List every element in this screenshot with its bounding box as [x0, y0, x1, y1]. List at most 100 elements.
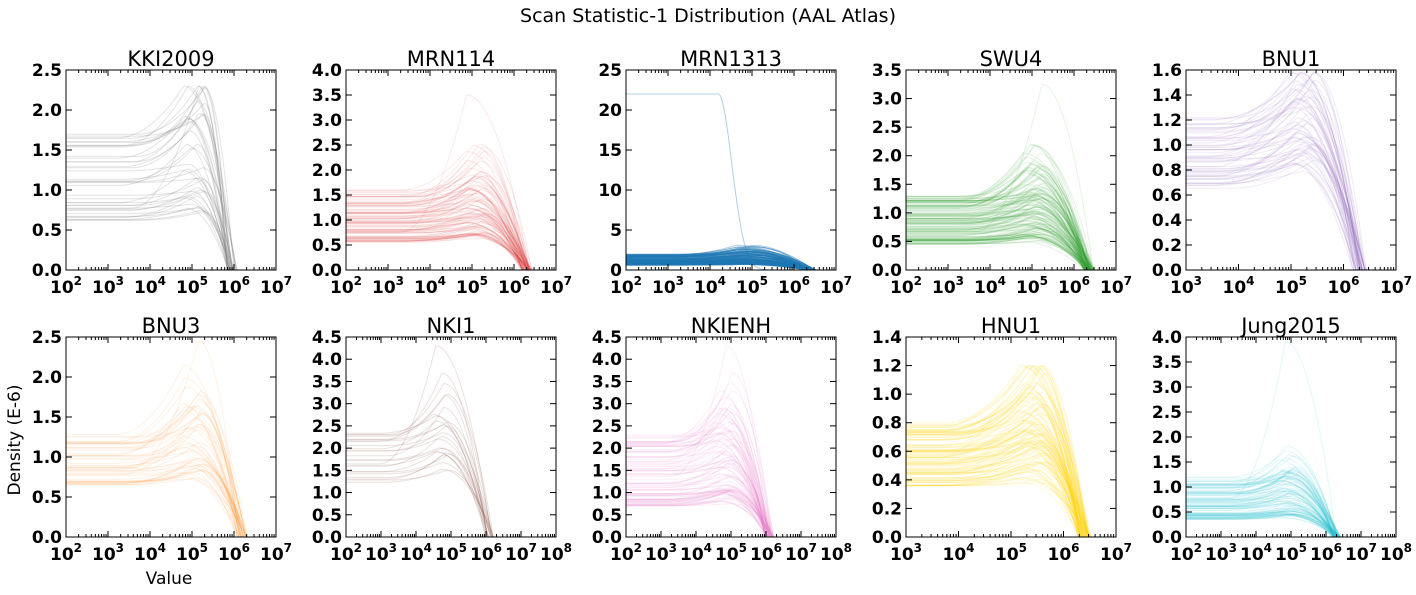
series-line-hnu1 [906, 396, 1116, 537]
series-line-swu4 [906, 169, 1116, 270]
series-line-swu4 [906, 233, 1116, 270]
panel-title-nki1: NKI1 [426, 314, 475, 338]
series-line-mrn1313 [626, 264, 836, 270]
series-line-swu4 [906, 184, 1116, 270]
series-line-nki1 [346, 413, 556, 537]
series-line-hnu1 [906, 366, 1116, 537]
series-line-jung2015 [1186, 513, 1396, 537]
series-line-bnu1 [1186, 157, 1396, 270]
series-line-mrn1313 [626, 258, 836, 270]
series-line-swu4 [906, 143, 1116, 270]
series-line-kki2009 [66, 203, 276, 270]
series-line-hnu1 [906, 443, 1116, 537]
series-line-nkienh [626, 491, 836, 537]
series-line-swu4 [906, 198, 1116, 270]
series-line-hnu1 [906, 391, 1116, 537]
series-line-mrn1313 [626, 244, 836, 270]
series-line-mrn1313 [626, 255, 836, 270]
series-line-mrn1313 [626, 258, 836, 270]
y-tick-label: 0 [610, 261, 622, 281]
x-tick-label: 106 [750, 541, 782, 565]
series-line-swu4 [906, 195, 1116, 270]
series-line-jung2015 [1186, 509, 1396, 537]
x-tick-label: 105 [1016, 274, 1048, 298]
series-line-swu4 [906, 236, 1116, 270]
series-line-swu4 [906, 194, 1116, 270]
series-line-jung2015 [1186, 465, 1396, 537]
series-line-bnu3 [66, 404, 276, 537]
series-line-bnu3 [66, 403, 276, 537]
series-line-bnu3 [66, 441, 276, 537]
series-line-swu4 [906, 201, 1116, 270]
series-line-nkienh [626, 422, 836, 537]
series-line-bnu3 [66, 340, 276, 537]
series-line-kki2009 [66, 208, 276, 270]
series-line-jung2015 [1186, 481, 1396, 537]
series-line-mrn1313 [626, 255, 836, 270]
series-line-bnu3 [66, 406, 276, 537]
y-tick-label: 3.0 [592, 395, 622, 415]
series-line-bnu3 [66, 377, 276, 537]
series-line-jung2015 [1186, 482, 1396, 537]
series-line-hnu1 [906, 383, 1116, 537]
series-line-jung2015 [1186, 491, 1396, 537]
y-tick-label: 2.5 [32, 328, 62, 348]
series-line-bnu1 [1186, 71, 1396, 270]
series-line-swu4 [906, 208, 1116, 270]
series-line-jung2015 [1186, 513, 1396, 537]
series-line-hnu1 [906, 441, 1116, 537]
y-tick-label: 0.0 [32, 528, 62, 548]
series-line-bnu1 [1186, 79, 1396, 270]
series-line-bnu1 [1186, 130, 1396, 270]
series-line-bnu3 [66, 471, 276, 537]
y-tick-label: 1.4 [872, 328, 902, 348]
series-line-mrn1313 [626, 263, 836, 270]
series-line-mrn114 [346, 186, 556, 270]
series-line-mrn114 [346, 188, 556, 270]
series-line-nkienh [626, 408, 836, 537]
series-line-mrn1313 [626, 252, 836, 270]
series-line-jung2015 [1186, 499, 1396, 537]
series-line-nkienh [626, 488, 836, 537]
series-line-bnu3 [66, 457, 276, 537]
series-line-hnu1 [906, 433, 1116, 537]
series-line-swu4 [906, 213, 1116, 270]
series-line-mrn114 [346, 207, 556, 270]
series-line-jung2015 [1186, 487, 1396, 537]
series-line-mrn114 [346, 209, 556, 270]
series-line-mrn1313 [626, 248, 836, 270]
series-line-nki1 [346, 393, 556, 537]
series-line-hnu1 [906, 365, 1116, 537]
series-line-bnu1 [1186, 136, 1396, 270]
series-line-swu4 [906, 230, 1116, 270]
x-tick-label: 107 [1345, 541, 1377, 565]
series-line-hnu1 [906, 365, 1116, 537]
series-line-kki2009 [66, 177, 276, 270]
series-line-mrn114 [346, 234, 556, 270]
series-line-kki2009 [66, 147, 276, 270]
series-line-mrn114 [346, 144, 556, 270]
x-tick-label: 105 [1275, 541, 1307, 565]
series-line-swu4 [906, 202, 1116, 270]
y-tick-label: 2.5 [592, 417, 622, 437]
series-line-bnu1 [1186, 117, 1396, 270]
series-line-hnu1 [906, 461, 1116, 537]
series-line-hnu1 [906, 429, 1116, 537]
series-line-kki2009 [66, 114, 276, 270]
series-line-mrn114 [346, 184, 556, 270]
series-line-nkienh [626, 462, 836, 537]
series-line-swu4 [906, 193, 1116, 270]
series-line-bnu3 [66, 390, 276, 537]
series-line-nki1 [346, 462, 556, 537]
series-line-hnu1 [906, 410, 1116, 537]
series-line-swu4 [906, 206, 1116, 270]
series-line-mrn114 [346, 221, 556, 270]
series-line-hnu1 [906, 418, 1116, 537]
series-line-mrn1313 [626, 262, 836, 270]
series-line-jung2015 [1186, 488, 1396, 537]
y-tick-label: 1.5 [592, 461, 622, 481]
series-line-jung2015 [1186, 484, 1396, 537]
series-line-swu4 [906, 237, 1116, 270]
